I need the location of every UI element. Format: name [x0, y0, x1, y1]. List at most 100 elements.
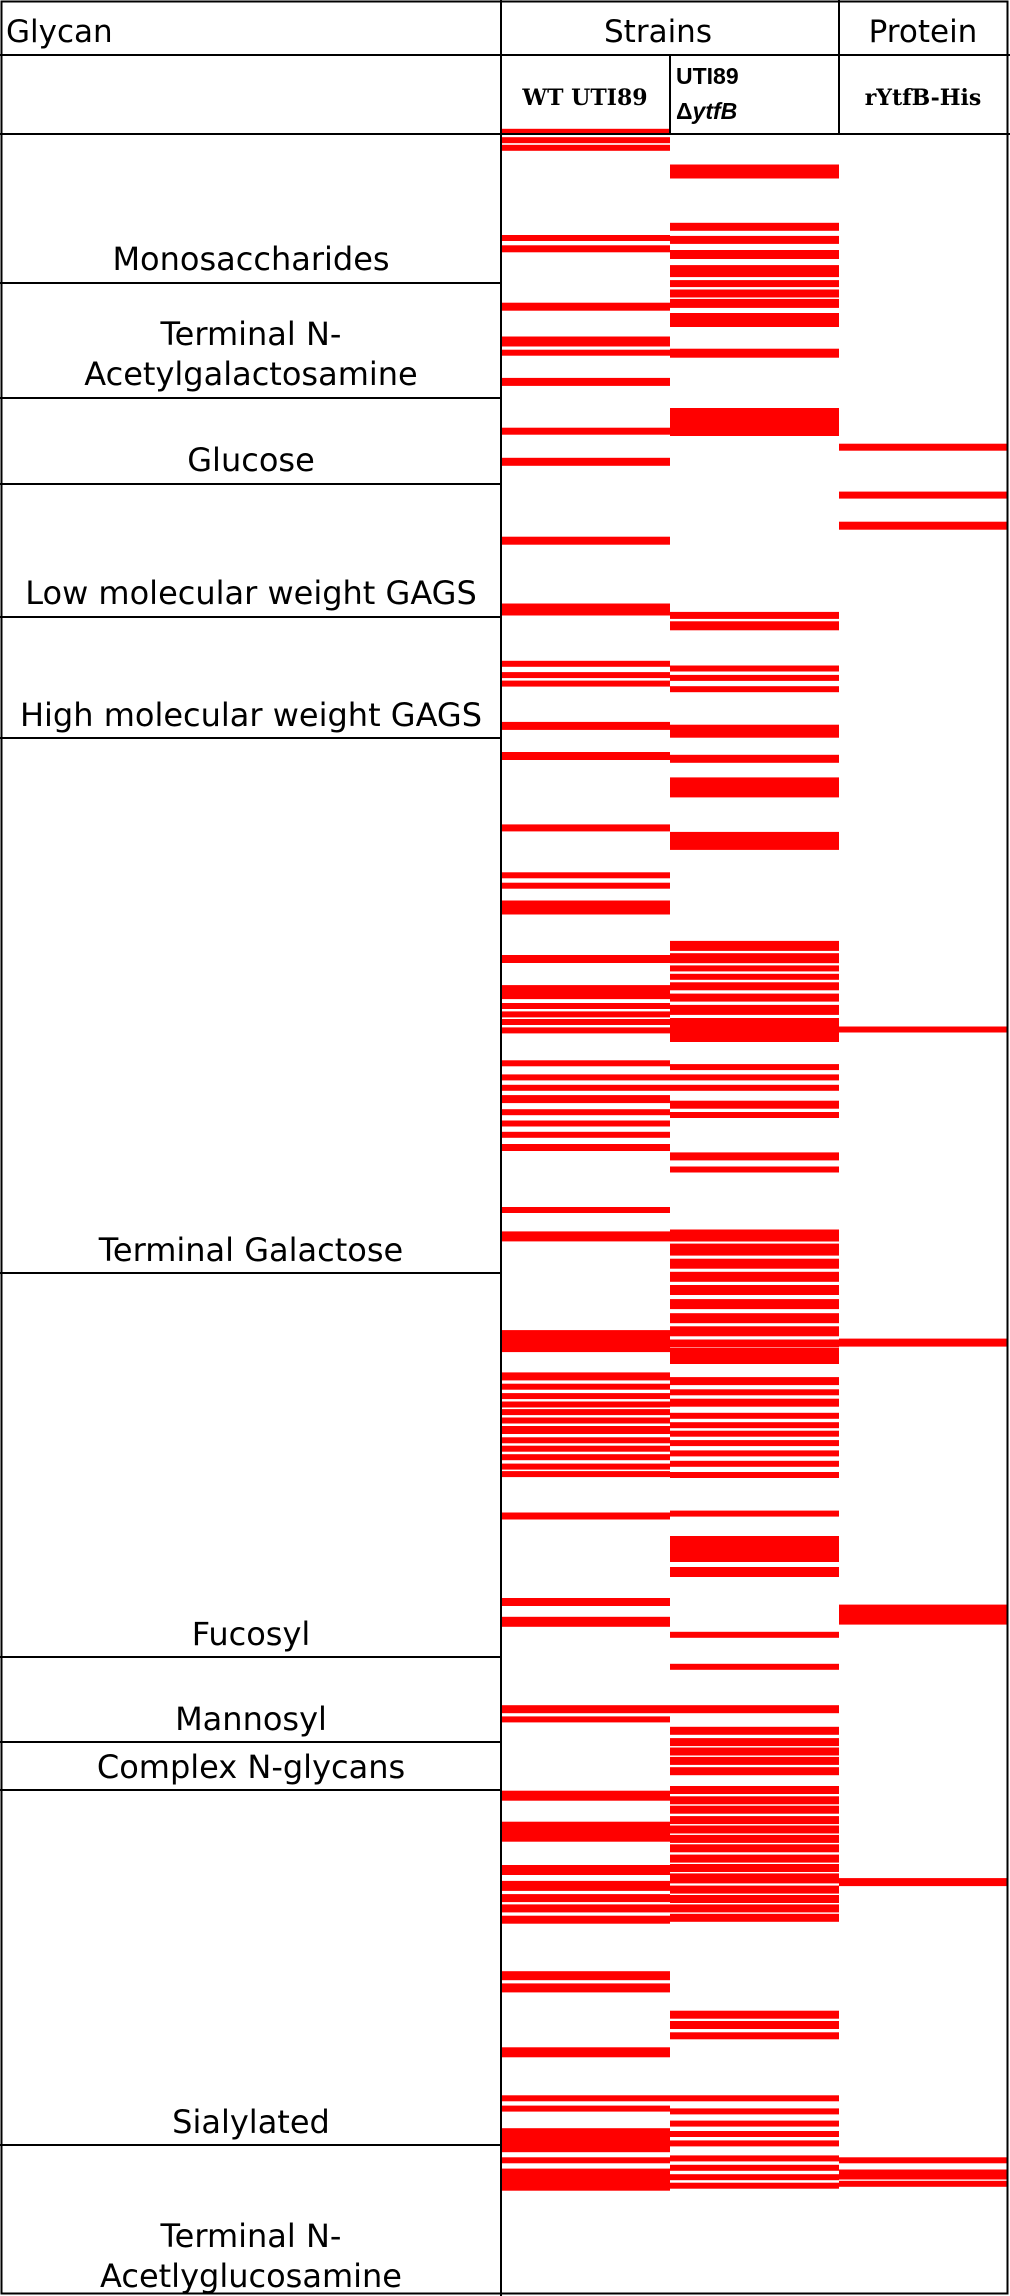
binding-band: [501, 1095, 670, 1104]
column-wt-label: WT UTI89: [521, 85, 647, 111]
binding-band: [501, 1463, 670, 1470]
binding-band: [670, 1472, 839, 1478]
binding-band: [670, 1348, 839, 1364]
binding-band: [501, 2128, 670, 2153]
category-label-glcnac: Acetlyglucosamine: [100, 2257, 402, 2295]
category-label-galnac: Terminal N-: [160, 315, 342, 353]
binding-band: [670, 724, 839, 738]
binding-band: [670, 1422, 839, 1429]
category-label-man: Mannosyl: [175, 1700, 327, 1738]
binding-band: [501, 1131, 670, 1138]
binding-band: [501, 1512, 670, 1520]
binding-band: [670, 2010, 839, 2019]
binding-band: [501, 1330, 670, 1353]
glycan-header: Glycan: [6, 14, 113, 50]
column-mutant-label-line1: UTI89: [676, 63, 739, 89]
binding-band: [501, 1120, 670, 1127]
binding-band: [501, 235, 670, 241]
binding-band: [670, 1398, 839, 1407]
binding-band: [501, 1074, 670, 1081]
binding-band: [501, 137, 670, 144]
binding-band: [670, 2120, 839, 2127]
binding-band: [670, 2155, 839, 2162]
binding-band: [501, 1616, 670, 1627]
protein-header: Protein: [869, 14, 978, 50]
binding-band: [670, 1854, 839, 1863]
binding-band: [670, 1885, 839, 1894]
binding-band: [670, 1536, 839, 1562]
binding-band: [670, 2140, 839, 2147]
binding-band: [670, 1326, 839, 1337]
binding-band: [670, 973, 839, 980]
binding-band: [501, 985, 670, 1000]
binding-band: [670, 2108, 839, 2115]
binding-band: [501, 2047, 670, 2058]
binding-band: [501, 1003, 670, 1009]
binding-band: [670, 348, 839, 358]
binding-band: [670, 298, 839, 308]
binding-band: [670, 2095, 839, 2102]
binding-band: [670, 1895, 839, 1903]
binding-band: [501, 1894, 670, 1903]
binding-band: [670, 222, 839, 231]
binding-band: [670, 831, 839, 850]
binding-band: [501, 1865, 670, 1875]
binding-band: [501, 1019, 670, 1025]
binding-band: [670, 1631, 839, 1638]
binding-band: [670, 982, 839, 991]
strains-header: Strains: [604, 14, 712, 50]
binding-band: [501, 245, 670, 253]
binding-band: [501, 1011, 670, 1018]
binding-band: [670, 1018, 839, 1042]
binding-band: [670, 1825, 839, 1834]
binding-band: [501, 1983, 670, 1993]
binding-band: [501, 1207, 670, 1213]
binding-band: [839, 2157, 1008, 2164]
binding-band: [501, 752, 670, 760]
category-label-sia: Sialylated: [172, 2103, 330, 2141]
category-label-hmw: High molecular weight GAGS: [20, 696, 482, 734]
binding-band: [670, 1450, 839, 1457]
binding-band: [670, 1152, 839, 1161]
binding-band: [670, 665, 839, 672]
binding-band: [501, 1144, 670, 1151]
binding-band: [670, 686, 839, 693]
binding-band: [501, 457, 670, 466]
binding-band: [670, 1567, 839, 1577]
binding-band: [501, 660, 670, 667]
binding-band: [670, 1430, 839, 1437]
binding-band: [501, 2157, 670, 2164]
binding-band: [670, 1913, 839, 1922]
binding-band: [501, 1880, 670, 1891]
binding-band: [670, 2174, 839, 2181]
category-label-fuc: Fucosyl: [192, 1615, 311, 1653]
binding-band: [670, 408, 839, 436]
category-label-glucose: Glucose: [187, 441, 315, 479]
category-label-lmw: Low molecular weight GAGS: [25, 574, 477, 612]
binding-band: [670, 1166, 839, 1173]
category-label-mono: Monosaccharides: [112, 240, 389, 278]
binding-band: [501, 1372, 670, 1381]
binding-band: [501, 1426, 670, 1434]
binding-band: [839, 1604, 1008, 1625]
binding-band: [670, 265, 839, 278]
category-label-glcnac: Terminal N-: [160, 2217, 342, 2255]
binding-band: [501, 680, 670, 687]
binding-band: [501, 1915, 670, 1924]
binding-band: [501, 672, 670, 679]
binding-band: [501, 1716, 670, 1723]
binding-band: [501, 1471, 670, 1478]
binding-band: [670, 1313, 839, 1324]
binding-band: [670, 1412, 839, 1419]
binding-band: [670, 1904, 839, 1913]
binding-band: [670, 1747, 839, 1756]
category-label-gal: Terminal Galactose: [98, 1231, 403, 1269]
binding-band: [501, 1383, 670, 1390]
binding-band: [501, 2182, 670, 2191]
binding-band: [670, 1285, 839, 1295]
binding-band: [501, 882, 670, 889]
binding-bars: [501, 128, 1008, 2191]
binding-band: [670, 1243, 839, 1256]
